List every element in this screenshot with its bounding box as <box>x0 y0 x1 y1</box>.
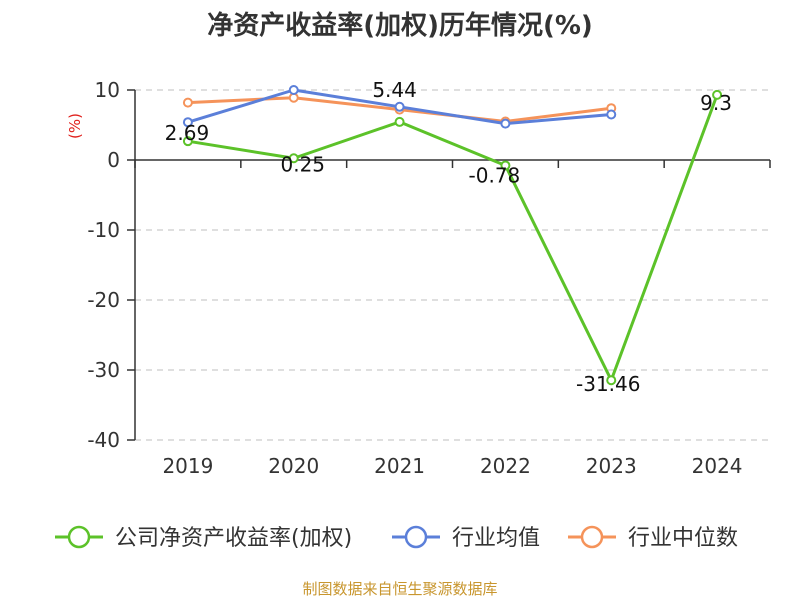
legend-item: 公司净资产收益率(加权) <box>55 525 352 551</box>
data-labels: 2.69 0.25 5.44 -0.78 -31.46 9.3 <box>165 78 732 396</box>
y-tick-label: 0 <box>107 148 120 172</box>
data-point <box>182 117 193 128</box>
legend: 公司净资产收益率(加权) 行业均值 行业中位数 <box>55 525 738 551</box>
data-point <box>182 136 193 147</box>
legend-label: 行业均值 <box>452 526 540 551</box>
source-note: 制图数据来自恒生聚源数据库 <box>302 580 497 598</box>
data-label: -0.78 <box>469 163 521 187</box>
data-point <box>500 160 511 171</box>
data-point <box>394 101 405 112</box>
legend-marker <box>404 525 428 549</box>
y-tick-label: 10 <box>95 78 120 102</box>
data-label: 5.44 <box>372 78 417 102</box>
data-point <box>606 375 617 386</box>
axes: 10 0 -10 -20 -30 -40 2019 2020 2021 2022 2023 2024 <box>87 78 771 478</box>
data-label: 9.3 <box>700 91 732 115</box>
y-tick-label: -10 <box>87 218 120 242</box>
x-tick-label: 2019 <box>162 454 213 478</box>
data-label: -31.46 <box>576 372 640 396</box>
data-label: 0.25 <box>280 152 325 176</box>
series-line-0 <box>187 94 719 382</box>
data-point <box>288 85 299 95</box>
x-tick-label: 2020 <box>268 454 319 478</box>
legend-label: 行业中位数 <box>628 526 738 551</box>
x-tick-label: 2024 <box>692 454 743 478</box>
y-tick-label: -30 <box>87 358 120 382</box>
legend-marker <box>580 525 604 549</box>
x-tick-label: 2023 <box>586 454 637 478</box>
data-point <box>606 109 617 120</box>
data-point <box>500 118 511 129</box>
series-group <box>182 85 723 386</box>
legend-item: 行业中位数 <box>568 525 738 551</box>
data-label: 2.69 <box>165 121 210 145</box>
chart-title: 净资产收益率(加权)历年情况(%) <box>207 10 593 41</box>
y-tick-label: -40 <box>87 428 120 452</box>
legend-item: 行业均值 <box>392 525 540 551</box>
legend-marker <box>67 525 91 549</box>
data-point <box>394 116 405 127</box>
legend-label: 公司净资产收益率(加权) <box>115 526 352 551</box>
grid-lines <box>135 89 770 441</box>
data-point <box>288 153 299 164</box>
y-axis-label: (%) <box>66 113 84 139</box>
data-point <box>712 89 723 100</box>
x-tick-label: 2021 <box>374 454 425 478</box>
y-tick-label: -20 <box>87 288 120 312</box>
x-tick-label: 2022 <box>480 454 531 478</box>
data-point <box>182 97 193 108</box>
